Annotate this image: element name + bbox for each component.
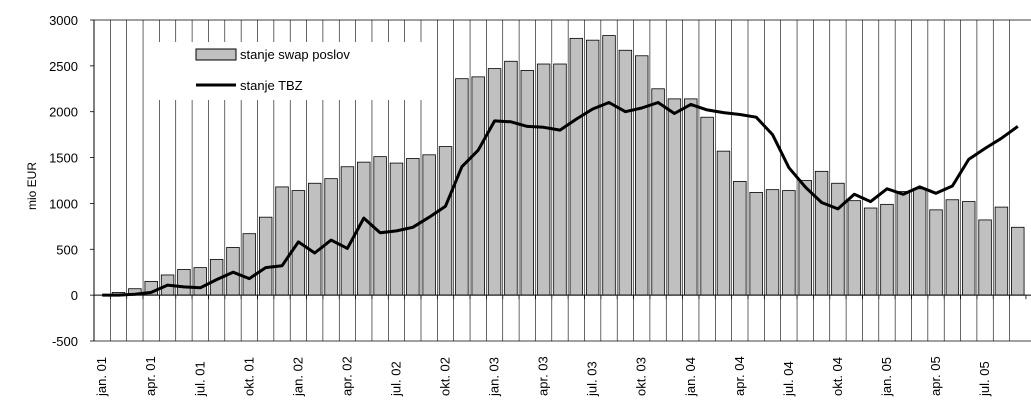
legend: stanje swap poslov stanje TBZ xyxy=(154,42,424,100)
bar xyxy=(569,37,584,296)
y-tick-label: 3000 xyxy=(49,13,78,28)
x-tick-label: apr. 01 xyxy=(143,356,158,396)
bar xyxy=(912,188,927,296)
bar xyxy=(177,269,191,296)
y-tick-label: 2500 xyxy=(49,59,78,74)
x-tick-label: jan. 04 xyxy=(683,357,698,397)
bar xyxy=(994,206,1009,296)
bar xyxy=(602,35,616,296)
line-series xyxy=(102,101,1019,297)
bar xyxy=(765,189,780,296)
bar xyxy=(962,201,976,296)
bar xyxy=(733,181,747,296)
bar xyxy=(651,88,665,296)
x-tick-label: jan. 03 xyxy=(487,357,502,397)
bar xyxy=(716,150,731,296)
line-tbz xyxy=(102,101,1019,297)
bar xyxy=(487,68,502,296)
bar xyxy=(667,98,682,296)
bar xyxy=(324,178,338,296)
bar xyxy=(520,70,534,296)
bar xyxy=(684,98,698,296)
bar xyxy=(193,267,207,296)
bar xyxy=(945,199,960,296)
bar xyxy=(782,190,796,296)
bar xyxy=(618,49,633,296)
x-tick-label: okt. 02 xyxy=(438,357,453,396)
x-tick-label: okt. 01 xyxy=(241,357,256,396)
x-tick-label: okt. 04 xyxy=(830,357,845,396)
bar xyxy=(978,219,992,296)
bar xyxy=(455,78,469,296)
y-tick-label: 1500 xyxy=(49,151,78,166)
bar xyxy=(700,116,714,296)
bar xyxy=(1011,226,1025,296)
y-axis-title: mio EUR xyxy=(25,162,39,210)
bar xyxy=(798,180,812,296)
y-tick-label: 500 xyxy=(56,242,78,257)
bar xyxy=(275,186,289,296)
bar xyxy=(258,216,273,296)
x-tick-label: jan. 01 xyxy=(94,357,109,397)
x-tick-label: jul. 02 xyxy=(388,361,403,397)
x-tick-label: jan. 02 xyxy=(290,357,305,397)
y-tick-label: 2000 xyxy=(49,105,78,120)
legend-label-swap: stanje swap poslov xyxy=(240,47,350,62)
x-tick-label: jul. 03 xyxy=(585,361,600,397)
bar xyxy=(553,63,567,296)
bar xyxy=(308,182,322,296)
bar xyxy=(471,76,485,296)
bar xyxy=(880,203,894,296)
bar xyxy=(847,200,861,296)
bar xyxy=(814,170,829,296)
bar xyxy=(373,156,387,296)
x-tick-label: apr. 04 xyxy=(732,356,747,396)
x-tick-label: jul. 04 xyxy=(781,361,796,397)
x-tick-label: jul. 01 xyxy=(192,361,207,397)
x-tick-label: apr. 05 xyxy=(928,356,943,396)
x-tick-label: apr. 03 xyxy=(536,356,551,396)
bar xyxy=(831,182,845,296)
y-tick-label: -500 xyxy=(52,334,78,349)
x-tick-label: jan. 05 xyxy=(879,357,894,397)
y-tick-labels: 3000 2500 2000 1500 1000 500 0 -500 xyxy=(49,13,78,349)
bar xyxy=(896,191,911,296)
legend-label-tbz: stanje TBZ xyxy=(240,78,303,93)
y-tick-label: 0 xyxy=(71,288,78,303)
x-tick-label: jul. 05 xyxy=(977,361,992,397)
bar xyxy=(504,60,518,296)
x-tick-label: okt. 03 xyxy=(634,357,649,396)
bar-series xyxy=(111,35,1025,296)
x-tick-labels: jan. 01 apr. 01 jul. 01 okt. 01 jan. 02 apr. … xyxy=(94,356,992,397)
bar xyxy=(242,233,257,296)
axes xyxy=(90,19,1031,342)
bar xyxy=(585,39,600,296)
bar xyxy=(635,55,649,296)
bar xyxy=(536,63,551,296)
bar xyxy=(929,209,943,296)
legend-swatch-swap xyxy=(195,48,237,61)
x-tick-label: apr. 02 xyxy=(339,356,354,396)
bar xyxy=(422,154,436,296)
y-tick-label: 1000 xyxy=(49,196,78,211)
bar xyxy=(863,207,878,296)
bar xyxy=(749,192,763,296)
bar xyxy=(438,146,453,296)
bar xyxy=(340,166,355,296)
